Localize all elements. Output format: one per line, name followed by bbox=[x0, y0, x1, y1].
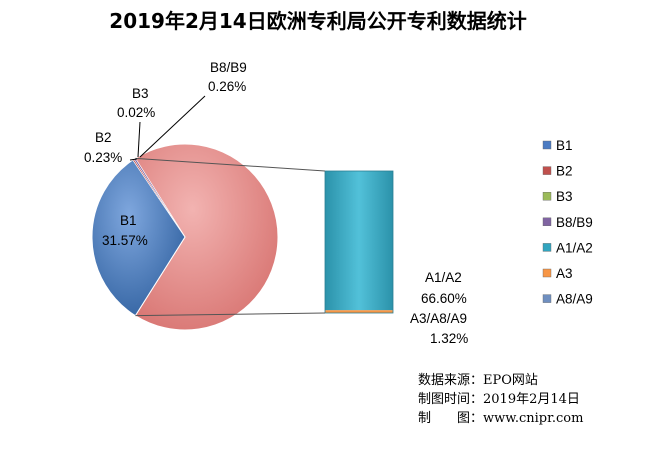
source-line-2: 制图时间：2019年2月14日 bbox=[418, 392, 580, 407]
label-b2-name: B2 bbox=[95, 130, 112, 145]
label-b1-name: B1 bbox=[120, 213, 137, 228]
legend-label-b3: B3 bbox=[556, 189, 573, 204]
legend-swatch-b3 bbox=[543, 192, 551, 200]
legend-label-a1a2: A1/A2 bbox=[556, 240, 593, 255]
label-bar-top-name: A1/A2 bbox=[425, 270, 462, 285]
source-line-1: 数据来源：EPO网站 bbox=[418, 373, 538, 388]
source-note: 数据来源：EPO网站 制图时间：2019年2月14日 制 图：www.cnipr… bbox=[418, 373, 583, 426]
bar-segment-a3 bbox=[325, 310, 393, 313]
legend-label-b8b9: B8/B9 bbox=[556, 215, 593, 230]
chart-title: 2019年2月14日欧洲专利局公开专利数据统计 bbox=[109, 9, 526, 33]
legend-label-b2: B2 bbox=[556, 164, 573, 179]
label-b2-pct: 0.23% bbox=[84, 150, 122, 165]
label-bar-bottom-name: A3/A8/A9 bbox=[410, 311, 467, 326]
stacked-bar bbox=[325, 171, 393, 313]
legend-label-b1: B1 bbox=[556, 138, 573, 153]
legend-label-a8a9: A8/A9 bbox=[556, 292, 593, 307]
legend-swatch-b8b9 bbox=[543, 218, 551, 226]
legend-swatch-b2 bbox=[543, 167, 551, 175]
legend-swatch-a3 bbox=[543, 269, 551, 277]
label-b8b9-pct: 0.26% bbox=[208, 79, 246, 94]
leader-b3 bbox=[138, 122, 140, 157]
legend-label-a3: A3 bbox=[556, 266, 573, 281]
legend-swatch-a8a9 bbox=[543, 295, 551, 303]
legend-swatch-b1 bbox=[543, 141, 551, 149]
label-b3-name: B3 bbox=[132, 86, 149, 101]
source-line-3: 制 图：www.cnipr.com bbox=[418, 411, 583, 426]
label-b3-pct: 0.02% bbox=[117, 105, 155, 120]
label-b8b9-name: B8/B9 bbox=[210, 60, 247, 75]
label-bar-top-pct: 66.60% bbox=[421, 291, 467, 306]
bar-segment-a1a2 bbox=[325, 171, 393, 310]
label-b1-pct: 31.57% bbox=[102, 233, 148, 248]
legend-swatch-a1a2 bbox=[543, 243, 551, 251]
legend: B1 B2 B3 B8/B9 A1/A2 A3 A8/A9 bbox=[543, 138, 593, 307]
label-bar-bottom-pct: 1.32% bbox=[430, 331, 468, 346]
